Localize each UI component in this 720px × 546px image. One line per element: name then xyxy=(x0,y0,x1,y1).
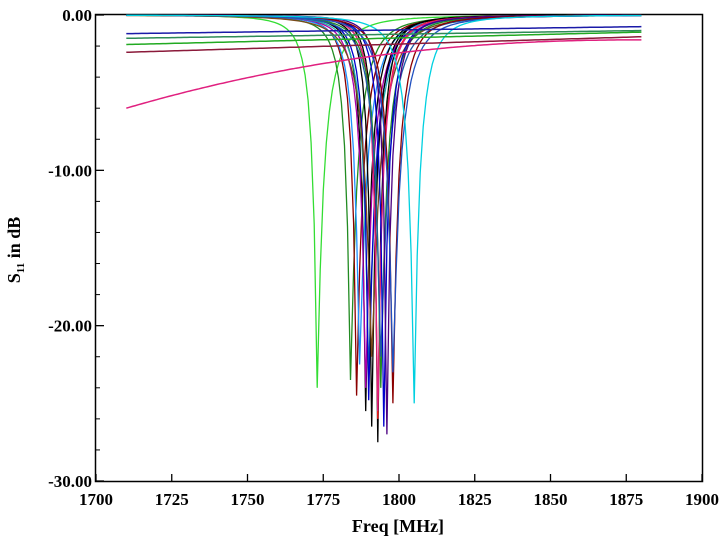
y-tick-label: -20.00 xyxy=(48,317,92,336)
y-axis-label-sub: 11 xyxy=(15,263,27,273)
series-line xyxy=(126,35,642,54)
x-tick-label: 1800 xyxy=(382,490,416,509)
series-line xyxy=(126,29,642,40)
x-tick-label: 1850 xyxy=(534,490,568,509)
x-tick-label: 1750 xyxy=(231,490,265,509)
series-line xyxy=(126,14,642,404)
plot-frame xyxy=(94,13,704,483)
y-tick-label: -10.00 xyxy=(48,161,92,180)
y-tick-label: -30.00 xyxy=(48,472,92,491)
y-axis-label-main: S xyxy=(4,273,24,283)
series-line xyxy=(126,25,642,35)
x-axis-label: Freq [MHz] xyxy=(352,516,444,536)
x-tick-label: 1725 xyxy=(155,490,189,509)
y-tick-label: 0.00 xyxy=(62,6,92,25)
series-line xyxy=(126,31,642,46)
series-layer xyxy=(126,14,642,443)
x-tick-label: 1900 xyxy=(685,490,719,509)
y-axis-label: S11 in dB xyxy=(4,217,27,283)
x-tick-label: 1875 xyxy=(609,490,643,509)
ticks-layer xyxy=(95,14,703,482)
tick-labels-layer: 1700 1725 1750 1775 1800 1825 1850 1875 1900 0.00… xyxy=(48,6,719,509)
y-axis-label-rest: in dB xyxy=(4,217,24,263)
x-tick-label: 1700 xyxy=(79,490,113,509)
x-tick-label: 1825 xyxy=(458,490,492,509)
series-line xyxy=(126,39,642,109)
x-tick-label: 1775 xyxy=(306,490,340,509)
